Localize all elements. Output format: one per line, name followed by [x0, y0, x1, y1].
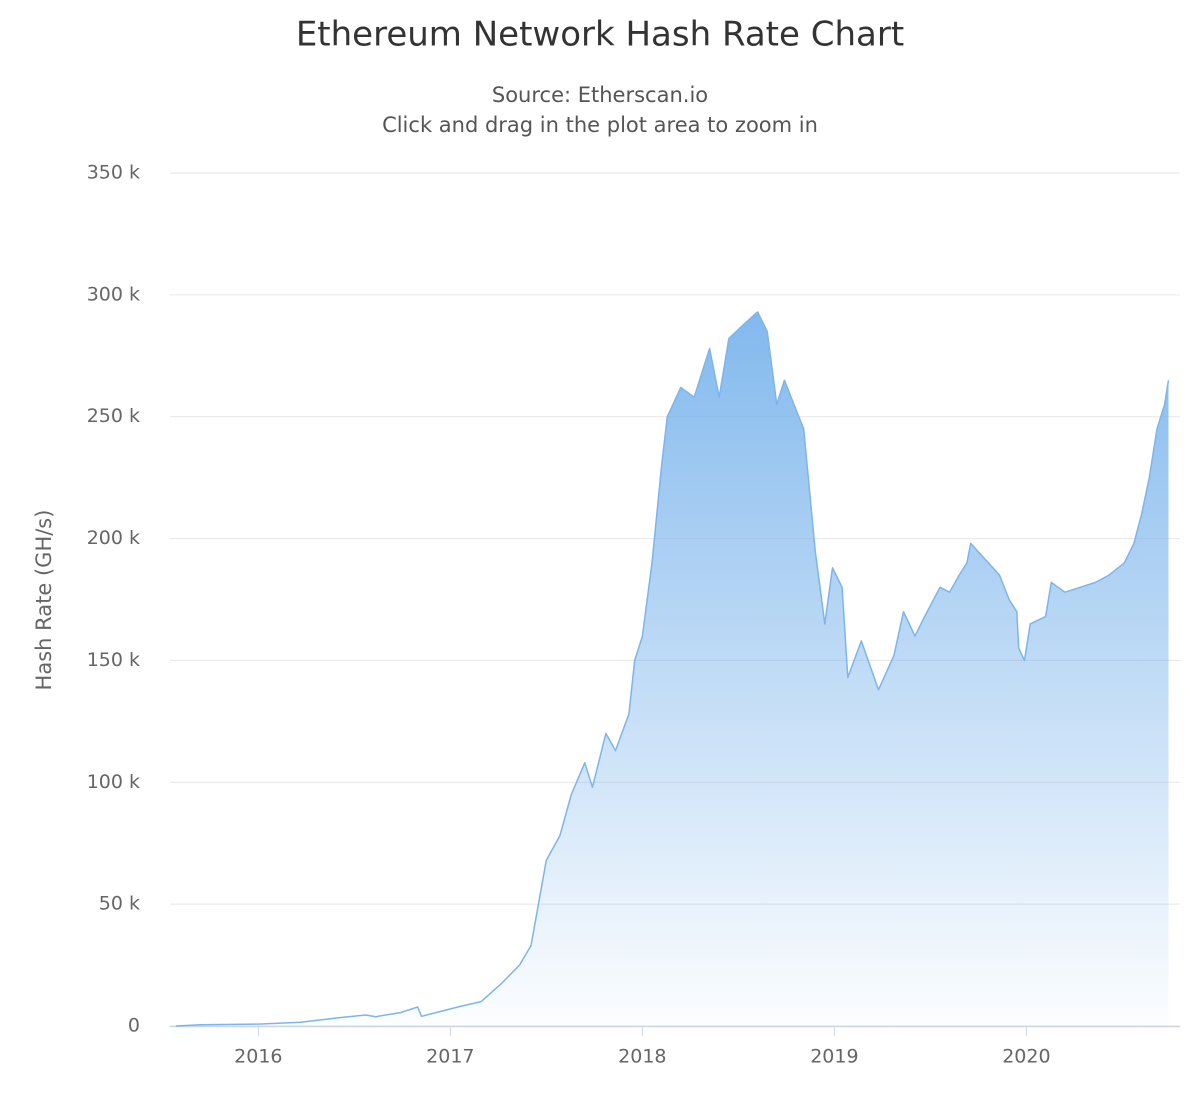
x-tick-label: 2020: [1002, 1046, 1050, 1068]
y-tick-label: 200 k: [87, 527, 140, 549]
x-tick-label: 2017: [426, 1046, 474, 1068]
y-tick-label: 350 k: [87, 162, 140, 184]
y-tick-label: 0: [128, 1015, 140, 1037]
y-tick-label: 300 k: [87, 283, 140, 305]
x-tick-label: 2019: [810, 1046, 858, 1068]
x-tick-label: 2016: [234, 1046, 282, 1068]
line: [175, 311, 1170, 1027]
annotation: Click and drag in the plot area to zoom …: [382, 113, 818, 137]
y-tick-label: 100 k: [87, 771, 140, 793]
y-tick-label: 150 k: [87, 649, 140, 671]
x-tick-label: 2018: [618, 1046, 666, 1068]
area-fill: [175, 311, 1169, 1026]
y-tick-label: 250 k: [87, 405, 140, 427]
y-axis-label: Hash Rate (GH/s): [32, 510, 56, 691]
chart-subtitle: Source: Etherscan.io: [492, 83, 708, 107]
chart-title: Ethereum Network Hash Rate Chart: [296, 15, 904, 55]
y-tick-label: 50 k: [99, 893, 140, 915]
